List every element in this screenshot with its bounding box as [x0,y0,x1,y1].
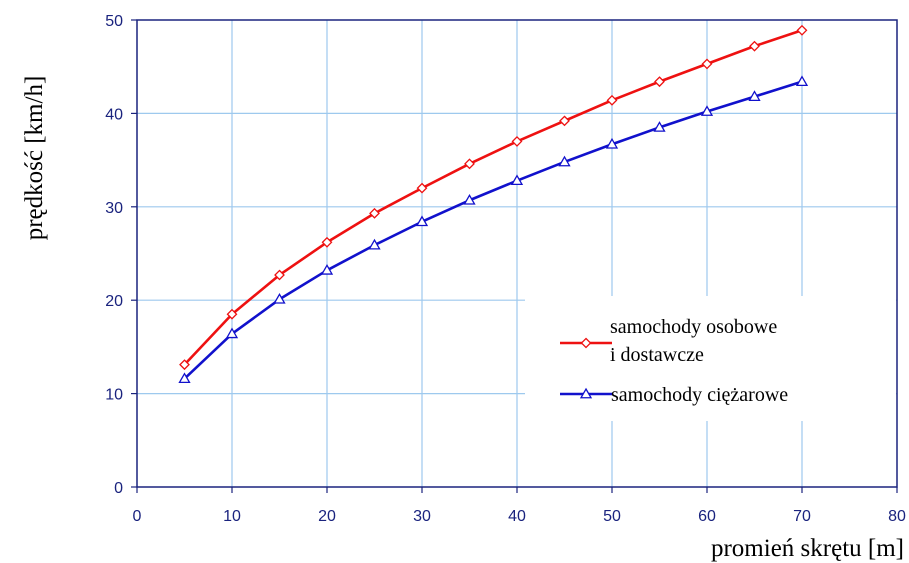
data-point-triangle [605,137,619,149]
data-point-diamond [580,337,592,349]
x-tick-label: 0 [133,508,142,525]
data-point-triangle [510,174,524,186]
data-point-triangle [579,387,593,399]
data-point-diamond [701,58,713,70]
legend-label: samochody osobowe [610,316,777,338]
y-tick-label: 10 [105,387,123,404]
x-tick-label: 20 [318,508,336,525]
series-line-1 [183,80,803,380]
x-tick-label: 60 [698,508,716,525]
axis-ticks: 0 10 20 30 40 50 60 70 80 0 10 20 30 40 50 [105,13,906,525]
y-tick-label: 50 [105,13,123,30]
data-point-triangle [415,215,429,227]
data-point-triangle [653,121,666,132]
y-tick-label: 20 [105,293,123,310]
data-point-diamond [606,94,618,106]
data-point-triangle [795,75,809,87]
legend-box [525,296,896,421]
data-point-diamond [274,269,285,281]
x-tick-label: 70 [793,508,811,525]
data-point-triangle [273,292,286,304]
legend: samochody osobowe i dostawcze samochody ci… [560,316,788,406]
data-point-triangle [178,372,191,384]
series-line-0 [183,29,803,366]
y-tick-label: 0 [114,480,123,497]
data-point-diamond [511,136,523,147]
data-point-diamond [321,236,333,248]
data-point-diamond [179,359,190,371]
legend-label: i dostawcze [610,344,704,366]
y-tick-label: 40 [105,106,123,123]
data-point-diamond [226,308,238,320]
y-tick-label: 30 [105,200,123,217]
data-point-triangle [463,193,476,205]
data-point-diamond [654,76,665,88]
data-point-triangle [368,238,381,250]
data-point-diamond [369,207,380,219]
x-tick-label: 80 [888,508,906,525]
data-point-diamond [559,115,570,127]
data-point-triangle [320,264,334,275]
data-point-triangle [700,105,714,116]
data-point-triangle [748,90,761,101]
data-point-triangle [558,155,571,167]
series-group [178,24,809,384]
x-tick-label: 50 [603,508,621,525]
data-point-diamond [416,182,428,194]
x-tick-label: 40 [508,508,526,525]
x-axis-label: promień skrętu [m] [711,535,904,562]
data-point-diamond [749,40,760,52]
x-tick-label: 30 [413,508,431,525]
data-point-diamond [796,24,808,36]
y-axis-label: prędkość [km/h] [21,76,48,241]
data-point-triangle [225,327,239,339]
x-tick-label: 10 [223,508,241,525]
legend-label: samochody ciężarowe [611,384,788,406]
data-point-diamond [464,158,475,170]
